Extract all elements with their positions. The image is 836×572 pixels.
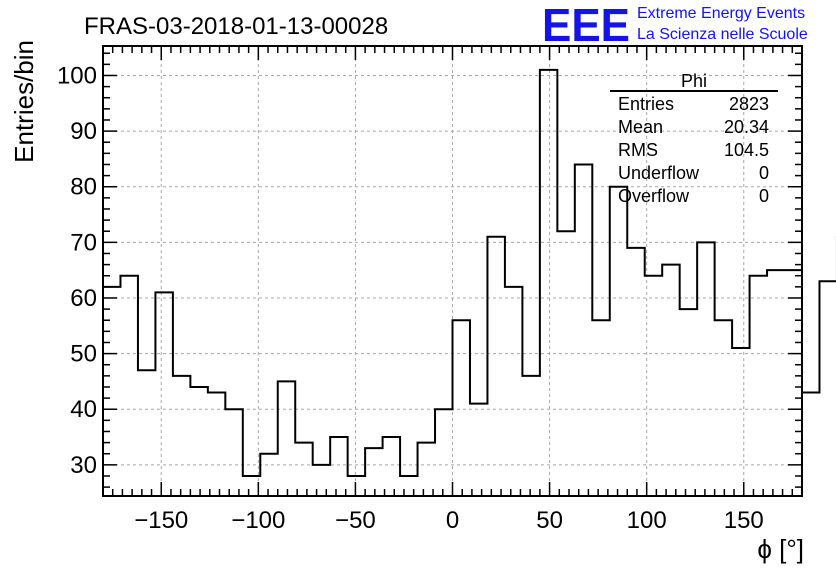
stats-value: 20.34	[724, 117, 769, 137]
x-tick-label: −150	[134, 507, 188, 534]
stats-label: RMS	[618, 140, 658, 160]
chart-title: FRAS-03-2018-01-13-00028	[84, 13, 388, 40]
stats-box-title: Phi	[681, 71, 707, 91]
y-tick-label: 90	[70, 118, 97, 145]
y-tick-labels: 30 40 50 60 70 80 90 100	[57, 62, 97, 478]
x-tick-label: 0	[446, 507, 459, 534]
stats-value: 0	[759, 163, 769, 183]
y-tick-label: 60	[70, 285, 97, 312]
stats-label: Overflow	[618, 186, 690, 206]
x-tick-labels: −150 −100 −50 0 50 100 150	[134, 507, 764, 534]
x-tick-label: 50	[536, 507, 563, 534]
stats-label: Mean	[618, 117, 663, 137]
y-tick-label: 30	[70, 452, 97, 479]
y-tick-label: 40	[70, 396, 97, 423]
x-tick-label: −50	[335, 507, 376, 534]
x-tick-label: −100	[231, 507, 285, 534]
logo-line-2: La Scienza nelle Scuole	[637, 26, 808, 43]
plot-frame	[102, 45, 803, 497]
y-tick-label: 70	[70, 229, 97, 256]
logo-line-1: Extreme Energy Events	[637, 5, 805, 22]
stats-label: Entries	[618, 94, 674, 114]
stats-box: Phi Entries 2823 Mean 20.34 RMS 104.5 Underflo…	[610, 71, 778, 206]
stats-value: 0	[759, 186, 769, 206]
x-tick-label: 150	[724, 507, 764, 534]
y-axis-label: Entries/bin	[9, 40, 39, 163]
axis-ticks	[103, 46, 802, 496]
stats-value: 2823	[729, 94, 769, 114]
x-tick-label: 100	[627, 507, 667, 534]
eee-logo-mark: EEE	[542, 0, 630, 51]
stats-value: 104.5	[724, 140, 769, 160]
grid-lines	[103, 46, 802, 496]
stats-label: Underflow	[618, 163, 700, 183]
y-tick-label: 100	[57, 62, 97, 89]
y-tick-label: 80	[70, 174, 97, 201]
x-axis-label: ϕ [°]	[757, 534, 804, 564]
y-tick-label: 50	[70, 341, 97, 368]
histogram-series	[103, 68, 836, 477]
